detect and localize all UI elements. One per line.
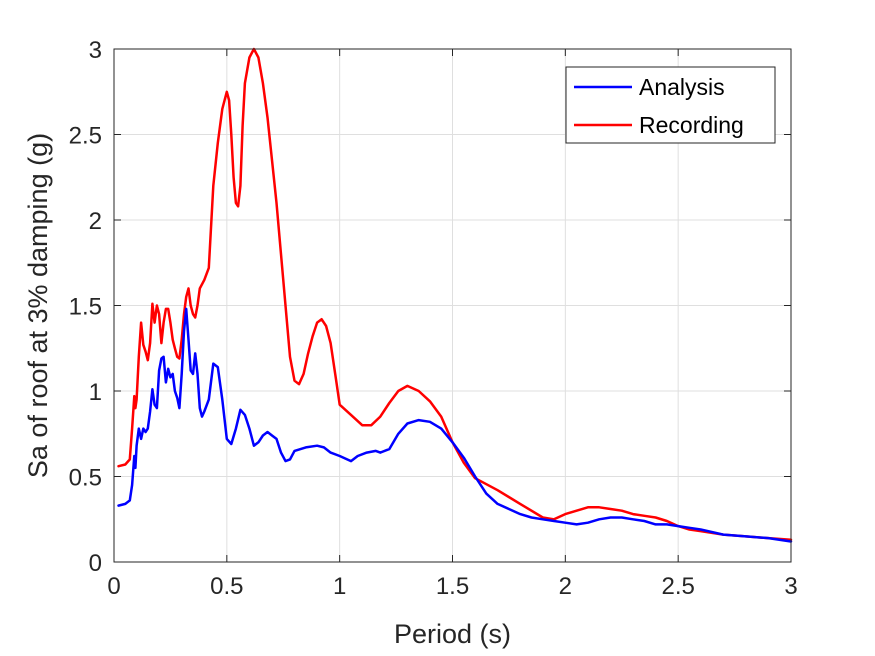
x-tick-label: 2 [559,573,572,600]
legend-label-analysis: Analysis [639,74,725,100]
x-axis-label: Period (s) [394,619,511,649]
y-tick-label: 0.5 [69,465,102,492]
y-tick-label: 1 [89,379,102,406]
y-tick-label: 2 [89,208,102,235]
legend-box [565,66,776,144]
x-tick-label: 1 [333,573,346,600]
y-axis-label: Sa of roof at 3% damping (g) [23,133,53,478]
x-tick-label: 1.5 [436,573,469,600]
series-group [117,47,793,543]
y-tick-label: 3 [89,37,102,64]
y-tick-label: 1.5 [69,294,102,321]
series-line-recording [117,47,793,542]
legend: Analysis Recording [565,66,776,144]
x-tick-label: 2.5 [661,573,694,600]
y-tick-label: 0 [89,550,102,577]
x-tick-label: 0 [107,573,120,600]
legend-label-recording: Recording [639,112,744,138]
x-tick-label: 3 [784,573,797,600]
ticks: 0 0.5 1 1.5 2 2.5 3 0 0.5 1 1.5 2 2.5 3 [69,37,798,600]
x-tick-label: 0.5 [210,573,243,600]
series-line-analysis [117,307,793,543]
y-tick-label: 2.5 [69,123,102,150]
